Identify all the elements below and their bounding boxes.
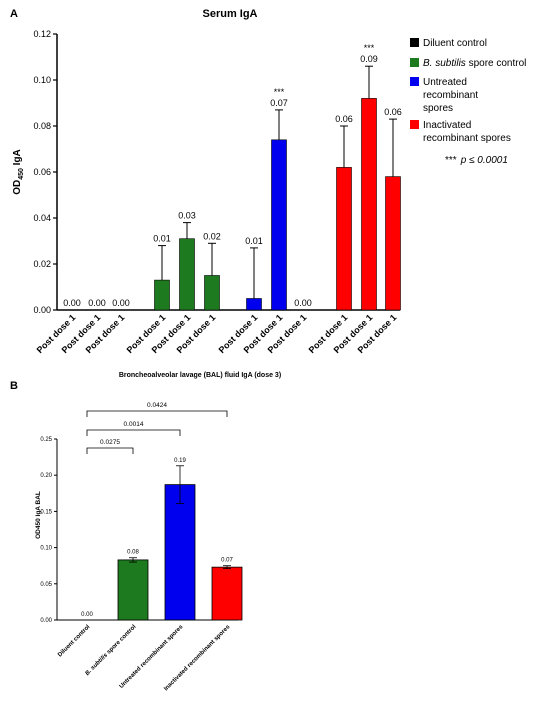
chart-b-comparison-bracket [86,447,134,454]
legend-label-diluent: Diluent control [423,38,487,49]
chart-b-title: Broncheoalveolar lavage (BAL) fluid IgA … [119,372,281,379]
chart-b-comparison-bracket [86,410,228,417]
chart-a-bar [154,279,170,311]
chart-a-value-label: 0.06 [384,107,402,117]
chart-a-y-tick-label: 0.00 [33,305,51,315]
chart-b-category-label: B. subtilis spore control [85,624,138,677]
chart-b-y-axis-label: OD450 IgA BAL [35,491,42,539]
chart-b-bar [164,484,196,621]
chart-a-title: Serum IgA [202,8,257,20]
legend-label-bsubtilis-italic: B. subtilis [423,58,466,69]
legend-label-bsubtilis: B. subtilis spore control [423,58,526,69]
chart-a-value-label: 0.02 [203,231,221,241]
chart-a-y-tick-label: 0.10 [33,75,51,85]
chart-a-y-axis-label: OD450 IgA [12,149,25,195]
chart-b-value-label: 0.00 [81,612,93,618]
chart-a-value-label: 0.07 [270,98,288,108]
chart-a-value-label: 0.01 [245,236,263,246]
chart-b-y-tick-label: 0.00 [40,618,52,624]
chart-a-bar [246,298,262,311]
chart-a-bar [271,139,287,311]
chart-a-value-label: 0.06 [335,114,353,124]
legend-label-untreated-2: recombinant [423,90,478,101]
chart-b-y-tick-label: 0.25 [40,437,52,443]
chart-b-bar [117,559,149,621]
legend-swatch-diluent [410,38,419,47]
chart-b-y-tick-label: 0.05 [40,582,52,588]
chart-b-value-label: 0.07 [221,558,233,564]
significance-stars: *** [445,155,457,166]
chart-b-y-tick-label: 0.15 [40,509,52,515]
chart-b-comparison-bracket [86,429,181,436]
chart-a-ylabel-sub: 450 [18,168,25,180]
chart-b-category-italic: B. subtilis [85,652,110,677]
chart-b-value-label: 0.08 [127,550,139,556]
legend-label-inactivated-1: Inactivated [423,120,471,131]
chart-a-bar [179,238,195,311]
legend-swatch-inactivated [410,120,419,129]
chart-b-comparison-p-value: 0.0275 [100,439,120,446]
chart-a-value-label: 0.00 [294,298,312,308]
legend-label-untreated-1: Untreated [423,77,467,88]
chart-b-plot: 0.00 0.05 0.10 0.15 0.20 0.25 0.00 Diluent cont… [40,402,243,692]
chart-a-value-label: 0.00 [63,298,81,308]
chart-b-bar [211,566,243,621]
chart-b-y-tick-label: 0.10 [40,546,52,552]
chart-a-y-tick-label: 0.02 [33,259,51,269]
legend-swatch-bsubtilis [410,58,419,67]
chart-a-y-tick-label: 0.04 [33,213,51,223]
chart-b-comparison-p-value: 0.0014 [124,421,144,428]
chart-a-bar [361,98,377,311]
legend-label-untreated-3: spores [423,103,453,114]
chart-b-y-tick-label: 0.20 [40,473,52,479]
chart-a-bar [385,176,401,311]
chart-a-value-label: 0.09 [360,54,378,64]
chart-b-category-rest: spore control [105,624,138,657]
chart-a-significance-marker: *** [274,87,285,97]
chart-a-value-label: 0.03 [178,211,196,221]
chart-a-legend: Diluent control B. subtilis spore contro… [410,38,526,166]
chart-a-ylabel-main: OD [12,180,23,195]
legend-swatch-untreated [410,77,419,86]
chart-a-y-tick-label: 0.08 [33,121,51,131]
chart-a-value-label: 0.00 [88,298,106,308]
chart-a-y-tick-label: 0.12 [33,29,51,39]
legend-label-bsubtilis-rest: spore control [466,58,527,69]
legend-label-inactivated-2: recombinant spores [423,133,511,144]
chart-b-value-label: 0.19 [174,458,186,464]
chart-b-category-label: Diluent control [57,624,91,658]
chart-a-ylabel-rest: IgA [12,149,23,168]
chart-a-value-label: 0.01 [153,234,171,244]
panel-a-label: A [10,8,18,20]
chart-a-bar [336,167,352,311]
panel-b-label: B [10,380,18,392]
chart-a-bar [204,275,220,311]
chart-a-significance-marker: *** [364,43,375,53]
chart-b-comparison-p-value: 0.0424 [147,402,167,409]
significance-note: *** p ≤ 0.0001 [445,155,508,166]
chart-a-value-label: 0.00 [112,298,130,308]
chart-a-y-tick-label: 0.06 [33,167,51,177]
significance-text: p ≤ 0.0001 [460,155,508,166]
